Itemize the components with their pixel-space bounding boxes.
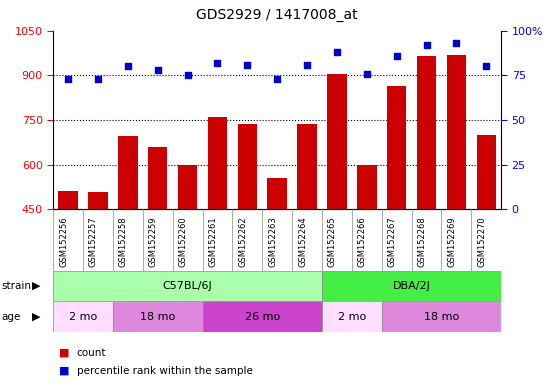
Bar (382, 301, 501, 332)
Text: DBA/2J: DBA/2J (393, 281, 431, 291)
Text: ▶: ▶ (32, 281, 41, 291)
Text: 2 mo: 2 mo (338, 312, 366, 322)
Bar (88, 192, 108, 209)
Point (213, 60, 222, 66)
Bar (417, 56, 436, 209)
Point (123, 63, 132, 70)
Text: GSM152262: GSM152262 (239, 217, 248, 267)
Text: 26 mo: 26 mo (245, 312, 280, 322)
Point (422, 42, 431, 48)
Bar (53, 301, 113, 332)
Bar (447, 55, 466, 209)
Bar (148, 147, 167, 209)
Point (482, 63, 491, 70)
Text: ■: ■ (59, 348, 69, 358)
Text: GSM152268: GSM152268 (418, 216, 427, 267)
Bar (297, 124, 317, 209)
Bar (208, 117, 227, 209)
Text: 18 mo: 18 mo (140, 312, 175, 322)
Text: percentile rank within the sample: percentile rank within the sample (77, 366, 253, 376)
Text: age: age (2, 312, 21, 322)
Point (183, 72, 192, 78)
Bar (327, 74, 347, 209)
Point (362, 71, 371, 77)
Bar (53, 271, 322, 301)
Text: C57BL/6J: C57BL/6J (163, 281, 212, 291)
Text: GSM152263: GSM152263 (268, 216, 277, 267)
Text: ▶: ▶ (32, 312, 41, 322)
Text: GSM152257: GSM152257 (89, 217, 98, 267)
Point (94, 76, 102, 82)
Bar (477, 136, 496, 209)
Text: GSM152267: GSM152267 (388, 216, 396, 267)
Text: GSM152270: GSM152270 (477, 217, 486, 267)
Text: count: count (77, 348, 106, 358)
Point (302, 61, 311, 68)
Text: GSM152266: GSM152266 (358, 216, 367, 267)
Text: GSM152258: GSM152258 (119, 217, 128, 267)
Bar (118, 136, 138, 209)
Text: GSM152269: GSM152269 (447, 217, 456, 267)
Bar (387, 86, 407, 209)
Point (153, 67, 162, 73)
Text: strain: strain (2, 281, 32, 291)
Text: GSM152260: GSM152260 (179, 217, 188, 267)
Bar (357, 165, 376, 209)
Bar (322, 271, 501, 301)
Bar (58, 191, 78, 209)
Text: 18 mo: 18 mo (424, 312, 459, 322)
Point (64, 76, 73, 82)
Text: GSM152265: GSM152265 (328, 217, 337, 267)
Text: GSM152261: GSM152261 (208, 217, 217, 267)
Text: ■: ■ (59, 366, 69, 376)
Point (333, 49, 342, 55)
Bar (178, 165, 197, 209)
Point (452, 40, 461, 46)
Text: GSM152256: GSM152256 (59, 217, 68, 267)
Bar (203, 301, 322, 332)
Bar (268, 178, 287, 209)
Text: GDS2929 / 1417008_at: GDS2929 / 1417008_at (197, 8, 358, 22)
Point (392, 53, 401, 59)
Bar (237, 124, 257, 209)
Text: GSM152264: GSM152264 (298, 217, 307, 267)
Bar (322, 301, 382, 332)
Text: 2 mo: 2 mo (69, 312, 97, 322)
Text: GSM152259: GSM152259 (149, 217, 158, 267)
Point (273, 76, 282, 82)
Bar (113, 301, 203, 332)
Point (243, 61, 252, 68)
